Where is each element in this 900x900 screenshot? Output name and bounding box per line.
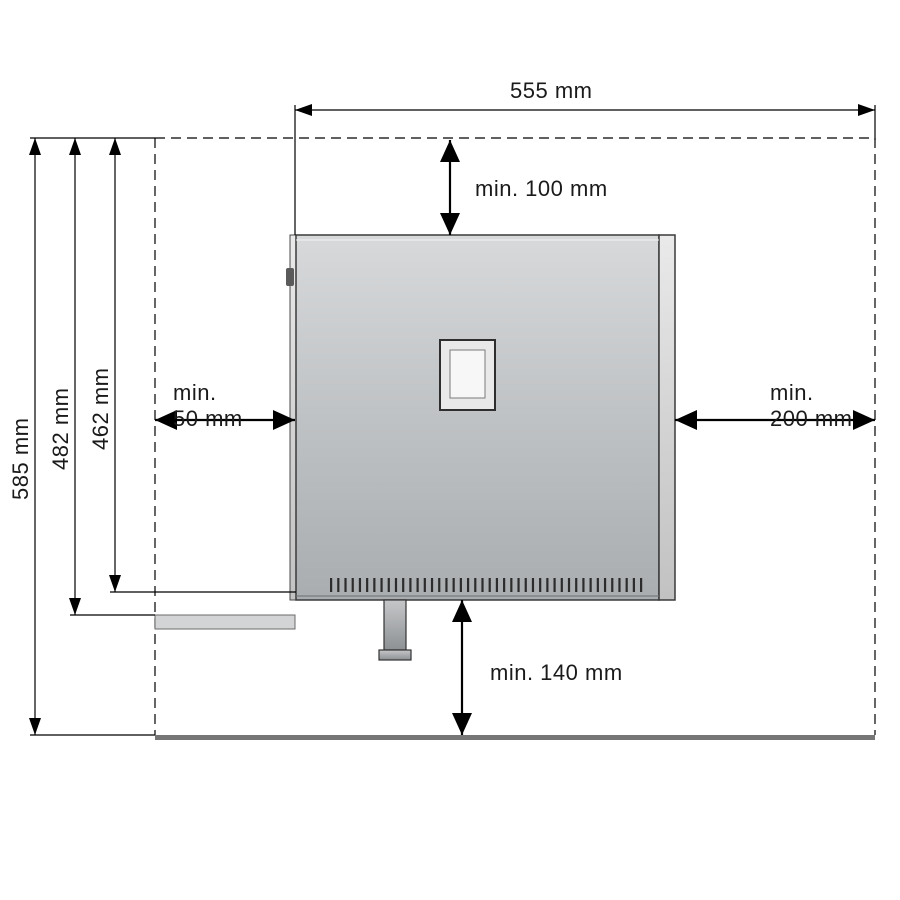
dim-width-555: 555 mm (295, 78, 875, 116)
dim-height-585-label: 585 mm (8, 418, 33, 500)
dim-right-gap-label1: min. (770, 380, 814, 405)
dim-left-gap-label2: 50 mm (173, 406, 243, 431)
dim-right-gap-label2: 200 mm (770, 406, 852, 431)
dim-top-gap: min. 100 mm (440, 140, 608, 235)
appliance (155, 235, 675, 660)
dim-left-gap-label1: min. (173, 380, 217, 405)
dim-height-462-label: 462 mm (88, 368, 113, 450)
dim-height-482: 482 mm (48, 138, 81, 615)
dim-width-555-label: 555 mm (510, 78, 592, 103)
dim-bottom-gap: min. 140 mm (452, 600, 623, 735)
dim-height-482-label: 482 mm (48, 388, 73, 470)
dim-left-gap: min. 50 mm (155, 380, 295, 431)
dim-height-585: 585 mm (8, 138, 41, 735)
dim-right-gap: min. 200 mm (675, 380, 875, 431)
dim-top-gap-label: min. 100 mm (475, 176, 608, 201)
dim-height-462: 462 mm (88, 138, 121, 592)
dimension-diagram: 555 mm min. 100 mm min. 50 mm min. 200 m… (0, 0, 900, 900)
dim-bottom-gap-label: min. 140 mm (490, 660, 623, 685)
